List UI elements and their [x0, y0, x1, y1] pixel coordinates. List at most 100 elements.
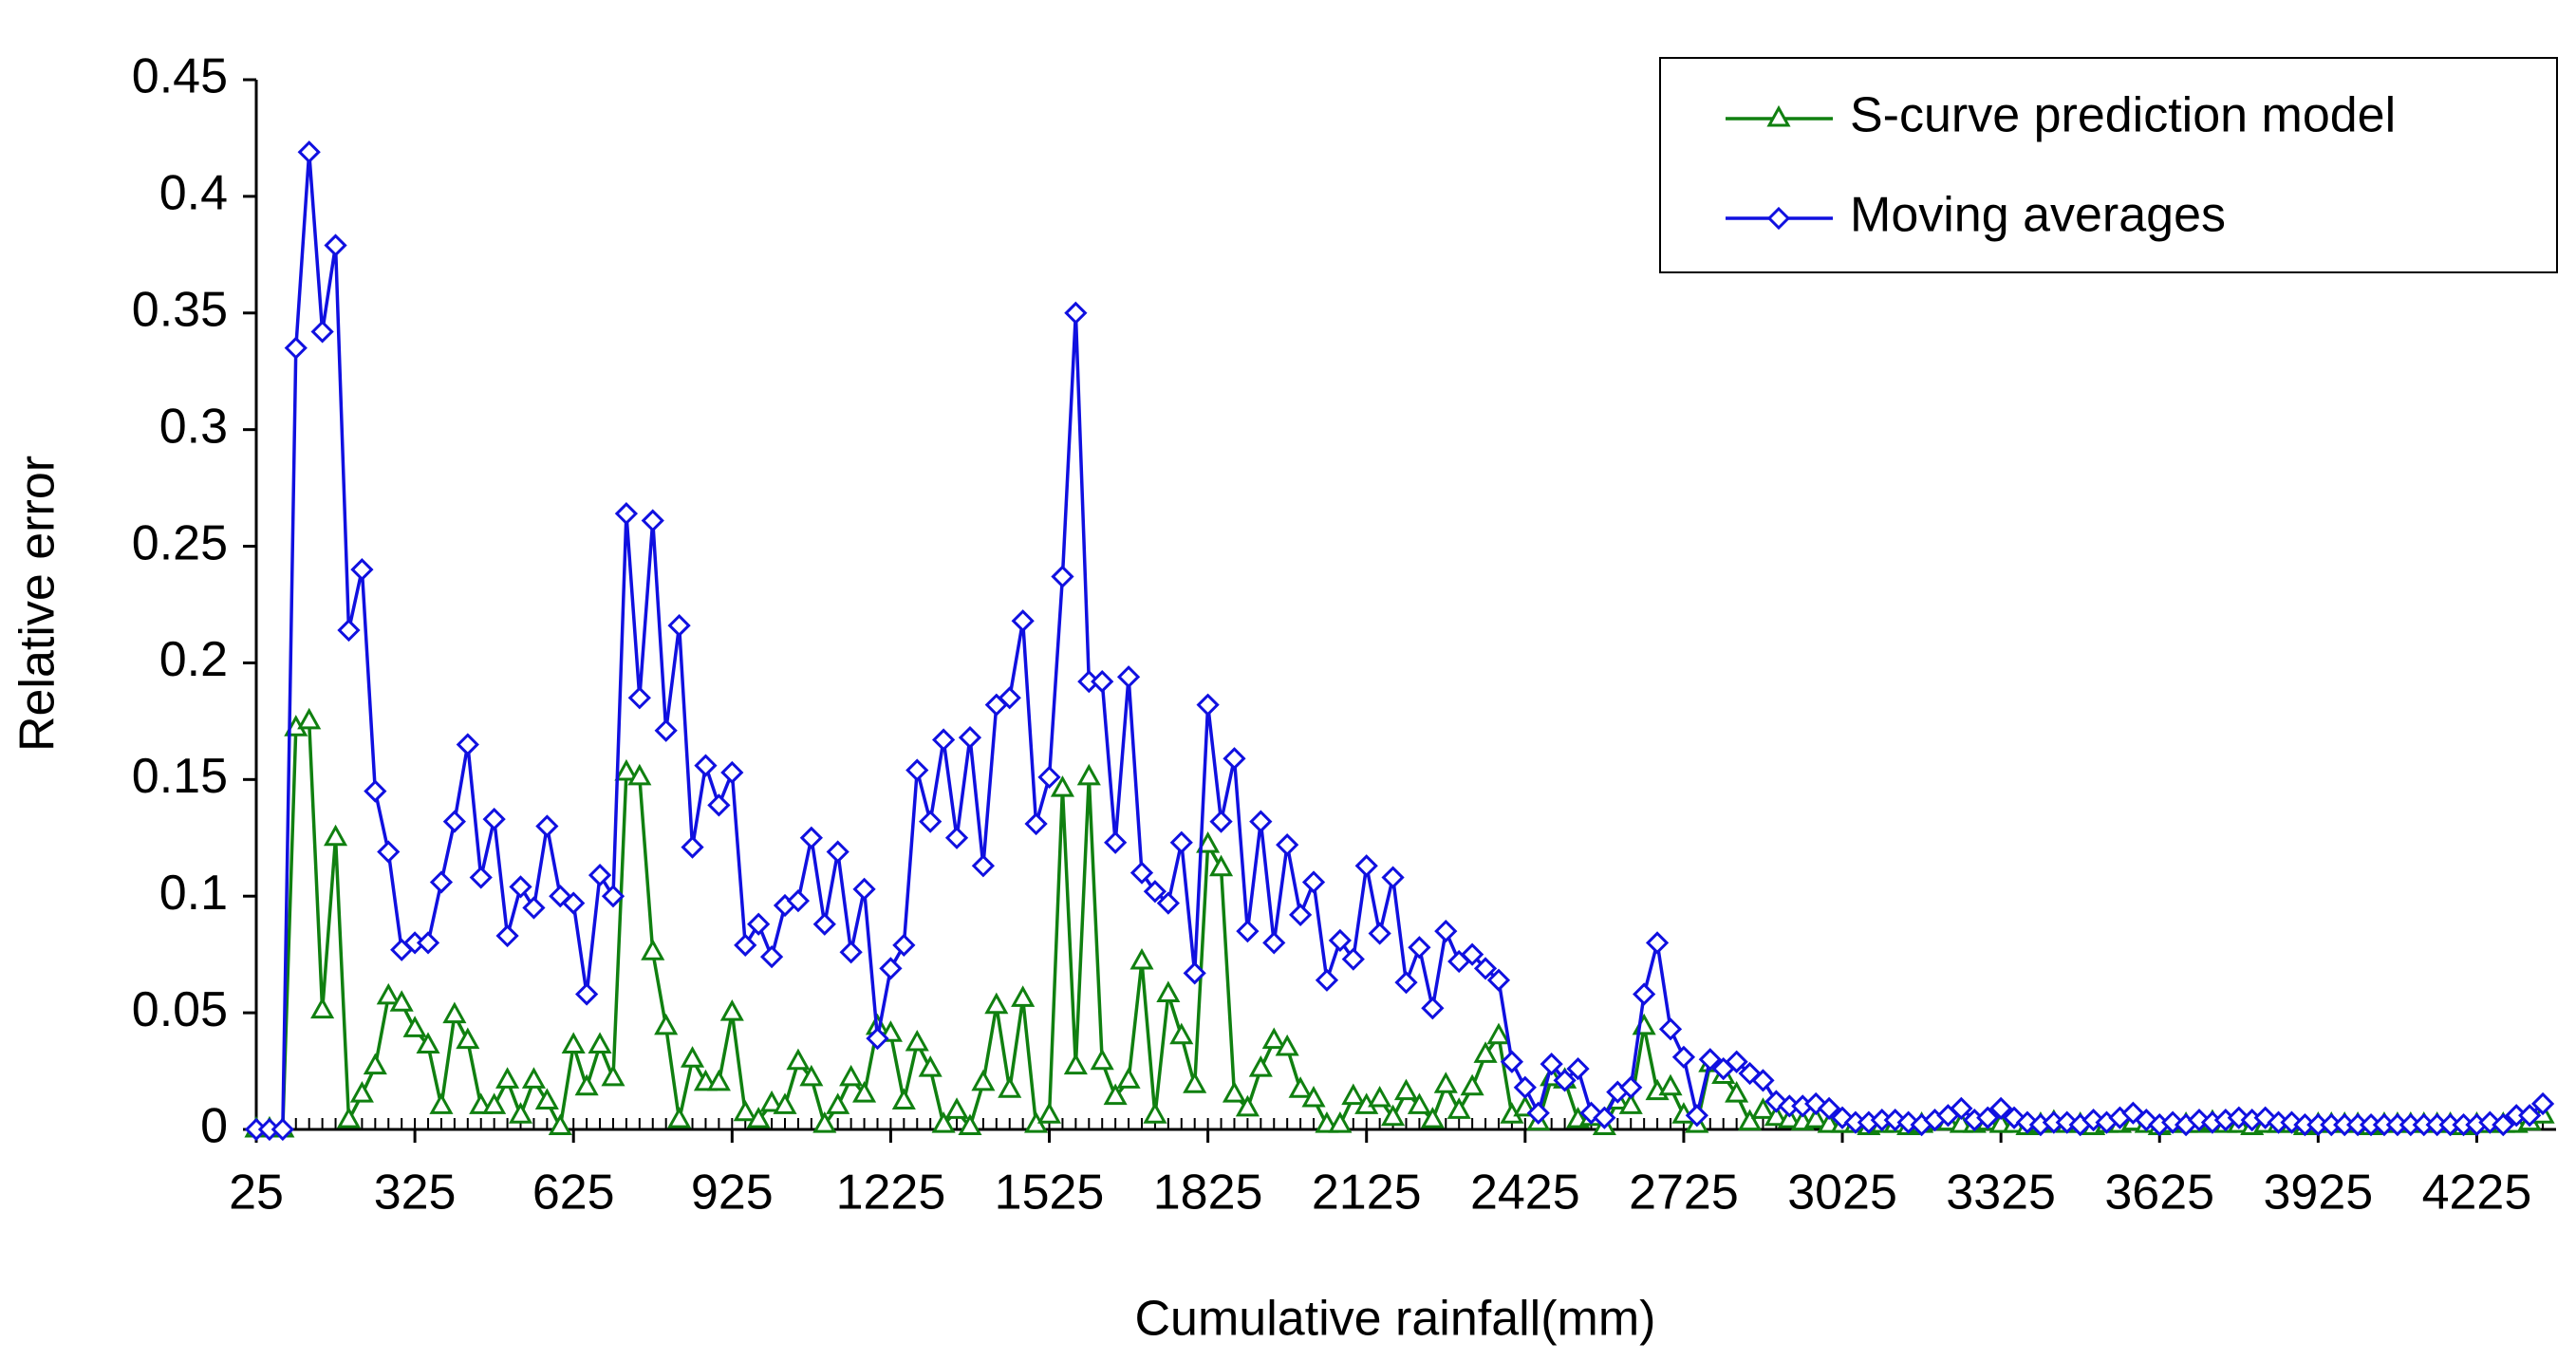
diamond-marker [271, 1117, 294, 1142]
triangle-marker [839, 1064, 864, 1087]
triangle-marker [1725, 1081, 1749, 1103]
triangle-marker [891, 1088, 916, 1110]
triangle-marker [1235, 1094, 1260, 1117]
diamond-marker [1817, 1096, 1841, 1121]
diamond-marker [1633, 982, 1656, 1006]
diamond-marker [1553, 1069, 1577, 1092]
diamond-marker [839, 941, 863, 964]
diamond-marker [1486, 968, 1511, 992]
diamond-marker [1262, 931, 1286, 955]
x-tick-label: 3325 [1946, 1165, 2056, 1221]
diamond-marker [1593, 1106, 1616, 1129]
triangle-marker [1169, 1022, 1194, 1045]
diamond-marker [1566, 1056, 1590, 1081]
triangle-marker [654, 1013, 679, 1035]
triangle-marker [376, 982, 401, 1005]
triangle-marker [614, 758, 639, 781]
diamond-marker [747, 912, 771, 936]
diamond-marker [1276, 833, 1299, 857]
diamond-marker [852, 877, 876, 901]
triangle-marker [442, 1001, 467, 1024]
diamond-marker [1394, 971, 1418, 995]
diamond-marker [522, 896, 546, 920]
diamond-marker [1288, 903, 1313, 927]
diamond-marker [1223, 747, 1246, 771]
triangle-marker [1473, 1041, 1498, 1063]
x-tick-label: 3625 [2104, 1165, 2214, 1221]
x-tick-label: 1525 [995, 1165, 1105, 1221]
diamond-marker [627, 686, 651, 710]
triangle-marker [561, 1032, 586, 1054]
triangle-marker [402, 1016, 427, 1037]
triangle-marker [1764, 1104, 1788, 1127]
triangle-marker [1766, 104, 1791, 127]
diamond-marker [1037, 765, 1061, 789]
triangle-marker [733, 1099, 757, 1122]
y-tick-label: 0.4 [159, 166, 228, 221]
diamond-marker [1091, 669, 1114, 694]
diamond-marker [958, 725, 982, 750]
diamond-marker [826, 840, 849, 864]
diamond-marker [1315, 968, 1339, 992]
triangle-marker [1183, 1072, 1207, 1093]
triangle-marker [984, 992, 1009, 1015]
triangle-marker [773, 1092, 797, 1114]
x-tick-label: 25 [229, 1165, 284, 1221]
triangle-marker [1777, 1107, 1801, 1128]
x-tick-label: 625 [532, 1165, 615, 1221]
triangle-marker [998, 1076, 1022, 1098]
diamond-marker [1183, 961, 1206, 985]
triangle-marker [746, 1107, 771, 1128]
diamond-marker [1381, 866, 1405, 889]
diamond-marker [919, 810, 943, 833]
diamond-marker [931, 728, 956, 752]
diamond-marker [364, 779, 387, 803]
triangle-marker [1328, 1110, 1353, 1133]
diamond-marker [1526, 1101, 1550, 1125]
triangle-marker [759, 1090, 784, 1112]
diamond-marker [892, 933, 916, 957]
x-axis-title: Cumulative rainfall(mm) [1135, 1292, 1656, 1347]
triangle-marker [548, 1113, 572, 1136]
diamond-marker [442, 810, 467, 833]
triangle-marker [931, 1110, 956, 1133]
diamond-marker [905, 758, 929, 782]
triangle-marker [1420, 1107, 1445, 1128]
diamond-marker [377, 840, 401, 864]
triangle-marker [1393, 1078, 1419, 1101]
diamond-marker [1169, 830, 1193, 854]
diamond-marker [759, 945, 784, 969]
diamond-marker [1685, 1104, 1708, 1128]
diamond-marker [1011, 609, 1035, 633]
legend-label: Moving averages [1850, 188, 2226, 243]
diamond-marker [350, 558, 374, 582]
triangle-marker [1460, 1073, 1484, 1096]
diamond-marker [482, 807, 506, 831]
triangle-marker [1301, 1085, 1326, 1108]
triangle-marker [1156, 980, 1181, 1002]
y-tick-label: 0 [200, 1099, 228, 1154]
diamond-marker [1368, 922, 1391, 945]
diamond-marker [1354, 854, 1378, 878]
diamond-marker [469, 866, 493, 889]
triangle-marker [429, 1092, 454, 1114]
triangle-marker [1618, 1092, 1643, 1114]
triangle-marker [297, 707, 322, 730]
legend-box [1659, 57, 2558, 273]
y-tick-label: 0.2 [159, 632, 228, 687]
diamond-marker [971, 854, 996, 878]
diamond-marker [588, 863, 612, 887]
triangle-marker [971, 1069, 996, 1091]
triangle-marker [482, 1092, 507, 1114]
x-tick-label: 2725 [1629, 1165, 1739, 1221]
triangle-marker [456, 1027, 480, 1050]
diamond-marker [1301, 870, 1326, 894]
diamond-marker [1751, 1069, 1775, 1092]
diamond-marker [1064, 301, 1088, 325]
triangle-marker [1103, 1083, 1128, 1106]
diamond-marker [1976, 1106, 2000, 1129]
y-axis-title: Relative error [10, 456, 65, 752]
triangle-marker [1090, 1048, 1114, 1071]
triangle-marker [1129, 947, 1154, 970]
diamond-marker [1766, 206, 1791, 231]
